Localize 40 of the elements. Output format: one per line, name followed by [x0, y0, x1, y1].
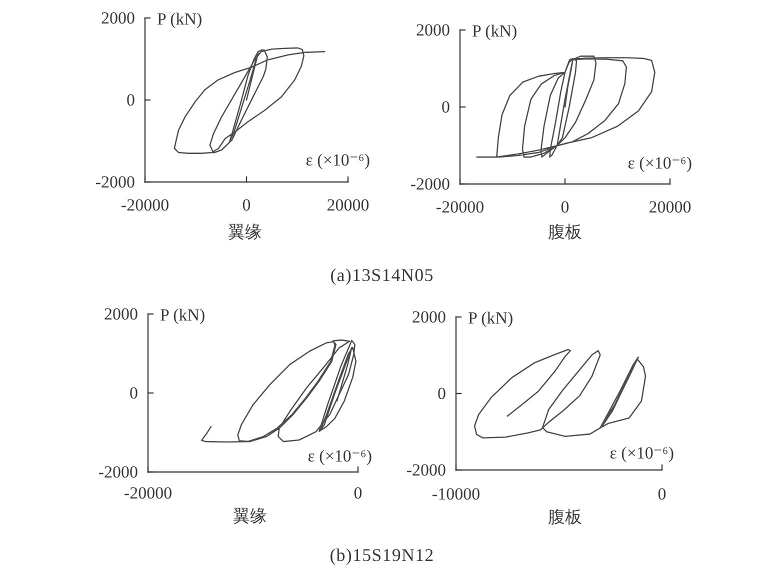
x-axis-title: ε (×10⁻⁶) — [610, 444, 674, 462]
y-tick-label: -2000 — [98, 462, 138, 482]
x-axis-title: ε (×10⁻⁶) — [306, 150, 370, 170]
text: 腹板 — [548, 222, 582, 242]
text: (b)15S19N12 — [330, 545, 434, 565]
y-tick-label: -2000 — [406, 460, 446, 480]
x-axis-title: ε (×10⁻⁶) — [308, 446, 372, 466]
text: 翼缘 — [228, 222, 262, 242]
line-series — [174, 47, 326, 154]
y-tick-label: 0 — [126, 90, 135, 110]
x-tick-label: -20000 — [124, 484, 172, 502]
y-tick-label: 0 — [442, 98, 450, 116]
x-tick-label: 0 — [354, 484, 362, 502]
y-tick-label: -2000 — [95, 172, 135, 192]
y-tick-label: 2000 — [416, 20, 450, 40]
x-tick-label: 20000 — [648, 198, 692, 216]
y-axis-title: P (kN) — [157, 10, 202, 28]
x-tick-label: -10000 — [432, 484, 480, 504]
x-axis-title: ε (×10⁻⁶) — [628, 154, 692, 172]
y-axis-title: P (kN) — [468, 308, 514, 328]
line-series — [476, 56, 656, 158]
text: (a)13S14N05 — [330, 265, 434, 285]
y-tick-label: 2000 — [412, 308, 446, 326]
y-tick-label: -2000 — [410, 174, 450, 194]
x-tick-label: 0 — [658, 484, 666, 504]
text: 腹板 — [548, 508, 582, 526]
x-tick-label: 0 — [242, 196, 251, 214]
x-tick-label: -20000 — [120, 196, 170, 214]
x-tick-label: 20000 — [326, 196, 370, 214]
y-axis-title: P (kN) — [472, 22, 518, 40]
y-tick-label: 0 — [130, 384, 138, 402]
y-axis-title: P (kN) — [160, 306, 206, 324]
y-tick-label: 0 — [438, 384, 446, 403]
text: 翼缘 — [233, 506, 267, 526]
x-tick-label: 0 — [560, 198, 570, 216]
y-tick-label: 2000 — [104, 304, 138, 324]
y-tick-label: 2000 — [101, 8, 135, 28]
line-series — [200, 339, 357, 443]
x-tick-label: -20000 — [436, 198, 484, 216]
line-series — [474, 348, 646, 439]
